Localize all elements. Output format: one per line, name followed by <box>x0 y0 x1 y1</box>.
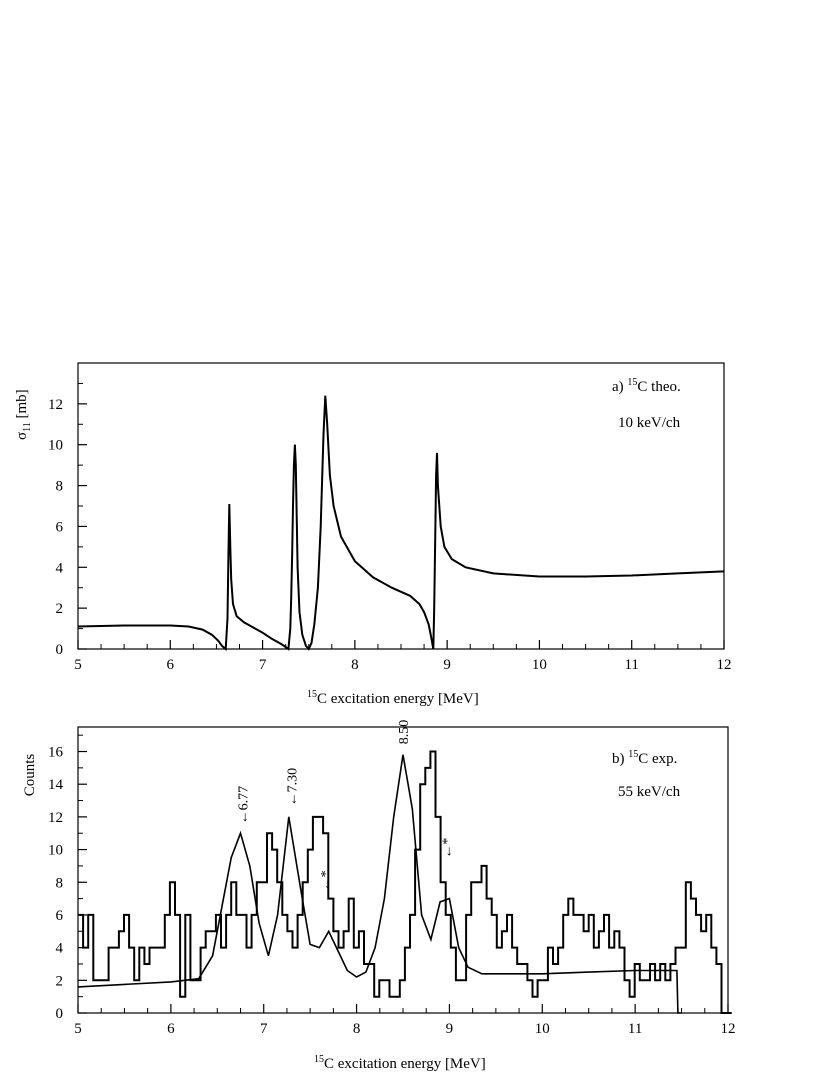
panel-a-annotation: a) 15C theo. <box>612 377 681 395</box>
peak-label: ←7.30 <box>286 768 301 807</box>
theory-curve <box>77 395 725 652</box>
peak-label: ←* <box>319 870 334 891</box>
panel-a-frame <box>77 362 725 650</box>
peak-annotations: ←6.77 ←7.30 8.50 ←* ←* <box>236 720 455 892</box>
x-tick-label: 12 <box>721 1021 736 1037</box>
y-tick-label: 4 <box>56 560 64 576</box>
y-tick-label: 10 <box>48 843 63 859</box>
peak-label: ←6.77 <box>236 786 251 825</box>
x-tick-label: 5 <box>74 1021 82 1037</box>
panel-a-bin-width: 10 keV/ch <box>618 415 681 431</box>
x-tick-label: 6 <box>167 1021 175 1037</box>
y-tick-label: 10 <box>48 438 63 454</box>
x-tick-label: 10 <box>532 657 547 673</box>
panel-b-annotation: b) 15C exp. <box>612 749 677 767</box>
x-tick-label: 7 <box>259 657 267 673</box>
panel-a-x-label: 15C excitation energy [MeV] <box>307 689 479 707</box>
y-tick-label: 4 <box>56 941 64 957</box>
x-tick-label: 5 <box>74 657 82 673</box>
y-tick-label: 12 <box>48 810 63 826</box>
x-tick-label: 8 <box>353 1021 361 1037</box>
peak-label: 8.50 <box>397 720 412 745</box>
y-tick-label: 6 <box>56 908 64 924</box>
peak-label: ←* <box>441 838 456 859</box>
x-tick-label: 6 <box>167 657 175 673</box>
panel-b-x-label: 15C excitation energy [MeV] <box>314 1054 486 1072</box>
x-tick-label: 9 <box>443 657 451 673</box>
y-tick-label: 14 <box>48 777 64 793</box>
y-tick-label: 8 <box>56 875 64 891</box>
fit-curve <box>77 754 682 1014</box>
x-tick-label: 7 <box>260 1021 268 1037</box>
panel-a-y-axis: 0 2 4 6 8 10 12 <box>48 382 87 658</box>
x-tick-label: 12 <box>717 657 732 673</box>
panel-a-x-axis: 5 6 7 8 9 10 11 12 <box>74 640 732 673</box>
panel-b: 5 6 7 8 9 10 11 12 0 2 4 6 8 10 12 14 16 ←6.77 ←7.30 8.50… <box>22 720 736 1072</box>
y-tick-label: 0 <box>56 642 64 658</box>
y-tick-label: 0 <box>56 1006 64 1022</box>
y-tick-label: 12 <box>48 397 63 413</box>
y-tick-label: 2 <box>56 973 64 989</box>
panel-b-y-label: Counts <box>22 754 38 797</box>
y-tick-label: 8 <box>56 479 64 495</box>
y-tick-label: 16 <box>48 745 64 761</box>
y-tick-label: 6 <box>56 519 64 535</box>
x-tick-label: 8 <box>351 657 359 673</box>
x-tick-label: 10 <box>535 1021 550 1037</box>
x-tick-label: 11 <box>624 657 638 673</box>
panel-b-x-axis: 5 6 7 8 9 10 11 12 <box>74 1004 736 1037</box>
panel-b-y-axis: 0 2 4 6 8 10 12 14 16 <box>48 734 87 1022</box>
panel-a-y-label: σ11 [mb] <box>14 389 33 440</box>
panel-a: 5 6 7 8 9 10 11 12 0 2 4 6 8 10 12 a) 15C theo. 10 ke… <box>14 362 732 707</box>
x-tick-label: 9 <box>446 1021 454 1037</box>
panel-b-bin-width: 55 keV/ch <box>618 784 681 800</box>
y-tick-label: 2 <box>56 601 64 617</box>
x-tick-label: 11 <box>628 1021 642 1037</box>
